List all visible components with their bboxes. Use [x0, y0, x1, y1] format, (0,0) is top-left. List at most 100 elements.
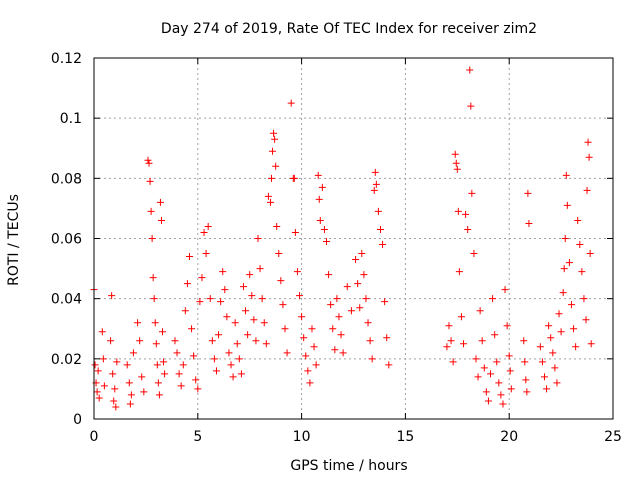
data-point-marker	[246, 271, 254, 279]
x-tick-labels: 0 5 10 15 20 25	[90, 429, 622, 445]
data-point-marker	[248, 292, 256, 300]
data-point-marker	[252, 337, 260, 345]
data-point-marker	[94, 367, 102, 375]
data-point-marker	[264, 192, 272, 200]
data-point-marker	[271, 135, 279, 143]
data-point-marker	[383, 334, 391, 342]
data-point-marker	[333, 295, 341, 303]
data-point-marker	[536, 343, 544, 351]
y-tick-label: 0.12	[51, 51, 82, 67]
data-point-marker	[181, 307, 189, 315]
data-point-marker	[134, 319, 142, 327]
data-point-marker	[146, 177, 154, 185]
data-point-marker	[385, 361, 393, 369]
data-point-marker	[362, 295, 370, 303]
data-point-marker	[304, 367, 312, 375]
data-point-marker	[318, 183, 326, 191]
data-point-marker	[482, 388, 490, 396]
x-tick-label: 20	[500, 429, 518, 445]
data-point-marker	[152, 340, 160, 348]
data-point-marker	[499, 400, 507, 408]
data-point-marker	[125, 379, 133, 387]
data-point-marker	[112, 403, 120, 411]
data-point-marker	[316, 216, 324, 224]
y-tick-label: 0.08	[51, 171, 82, 187]
data-point-marker	[154, 379, 162, 387]
data-point-marker	[244, 331, 252, 339]
data-point-marker	[467, 102, 475, 110]
data-point-marker	[206, 295, 214, 303]
data-point-marker	[123, 361, 131, 369]
y-tick-label: 0.04	[51, 292, 82, 308]
data-point-marker	[283, 349, 291, 357]
data-point-marker	[151, 319, 159, 327]
data-point-marker	[457, 313, 465, 321]
data-point-marker	[260, 319, 268, 327]
x-tick-label: 15	[396, 429, 414, 445]
data-points	[90, 66, 595, 411]
data-point-marker	[464, 225, 472, 233]
data-point-marker	[210, 355, 218, 363]
data-point-marker	[91, 361, 99, 369]
data-point-marker	[360, 271, 368, 279]
data-point-marker	[337, 331, 345, 339]
data-point-marker	[161, 370, 169, 378]
data-point-marker	[208, 337, 216, 345]
data-point-marker	[159, 328, 167, 336]
data-point-marker	[347, 307, 355, 315]
x-tick-label: 0	[90, 429, 99, 445]
data-point-marker	[267, 174, 275, 182]
data-point-marker	[563, 201, 571, 209]
data-point-marker	[583, 186, 591, 194]
data-point-marker	[99, 355, 107, 363]
data-point-marker	[521, 358, 529, 366]
data-point-marker	[381, 298, 389, 306]
data-point-marker	[368, 355, 376, 363]
data-point-marker	[449, 358, 457, 366]
data-point-marker	[339, 349, 347, 357]
data-point-marker	[111, 385, 119, 393]
data-point-marker	[476, 307, 484, 315]
data-point-marker	[487, 370, 495, 378]
data-point-marker	[374, 207, 382, 215]
data-point-marker	[501, 286, 509, 294]
data-point-marker	[95, 394, 103, 402]
data-point-marker	[296, 292, 304, 300]
data-point-marker	[371, 168, 379, 176]
data-point-marker	[451, 150, 459, 158]
data-point-marker	[551, 364, 559, 372]
data-point-marker	[587, 340, 595, 348]
data-point-marker	[452, 159, 460, 167]
data-point-marker	[136, 337, 144, 345]
data-point-marker	[507, 385, 515, 393]
data-point-marker	[272, 162, 280, 170]
data-point-marker	[497, 391, 505, 399]
data-point-marker	[298, 313, 306, 321]
data-point-marker	[523, 388, 531, 396]
data-point-marker	[474, 373, 482, 381]
data-point-marker	[323, 238, 331, 246]
data-point-marker	[352, 256, 360, 264]
data-point-marker	[266, 198, 274, 206]
data-point-marker	[200, 228, 208, 236]
x-tick-label: 5	[193, 429, 202, 445]
data-point-marker	[484, 397, 492, 405]
data-point-marker	[468, 189, 476, 197]
data-point-marker	[453, 165, 461, 173]
data-point-marker	[229, 373, 237, 381]
data-point-marker	[175, 370, 183, 378]
data-point-marker	[356, 304, 364, 312]
data-point-marker	[273, 222, 281, 230]
data-point-marker	[520, 337, 528, 345]
y-axis-label: ROTI / TECUs	[6, 194, 22, 286]
data-point-marker	[302, 352, 310, 360]
data-point-marker	[543, 385, 551, 393]
data-point-marker	[270, 129, 278, 137]
data-point-marker	[370, 186, 378, 194]
data-point-marker	[584, 138, 592, 146]
data-point-marker	[160, 358, 168, 366]
data-point-marker	[202, 250, 210, 258]
data-point-marker	[555, 310, 563, 318]
data-point-marker	[331, 346, 339, 354]
data-point-marker	[585, 153, 593, 161]
